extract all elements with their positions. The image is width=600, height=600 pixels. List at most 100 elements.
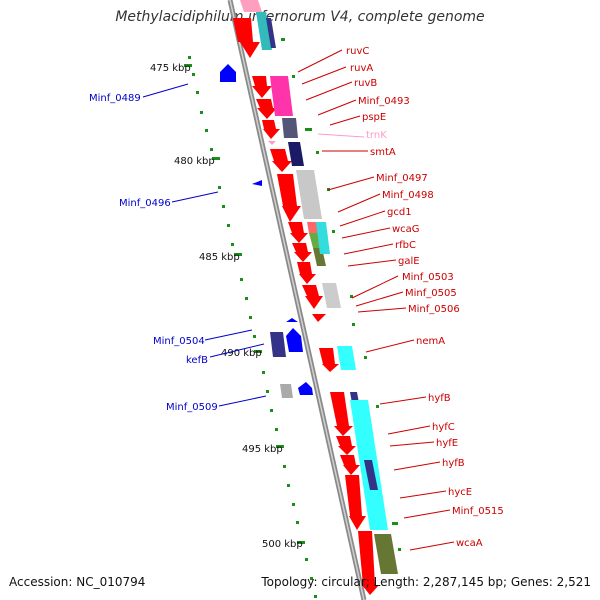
tick-mark — [332, 230, 335, 233]
tick-mark — [292, 75, 295, 78]
gene-block — [307, 222, 318, 233]
reverse-genes — [220, 64, 313, 398]
tick-mark — [314, 595, 317, 598]
tick-label: 490 kbp — [221, 348, 262, 359]
forward-gene-categories — [240, 0, 398, 574]
gene-label: Minf_0489 — [89, 93, 141, 104]
gene-block — [270, 332, 286, 357]
gene-label: nemA — [416, 336, 445, 347]
tick-label: 475 kbp — [150, 63, 191, 74]
gene-label: kefB — [186, 355, 208, 366]
tick-mark — [266, 390, 269, 393]
tick-mark — [316, 151, 319, 154]
gene-arrow — [277, 174, 301, 222]
gene-arrow — [256, 99, 277, 119]
gene-arrow — [262, 120, 280, 139]
map-title: Methylacidiphilum infernorum V4, complet… — [115, 9, 485, 25]
tick-mark — [275, 428, 278, 431]
tick-mark — [227, 224, 230, 227]
gene-block — [240, 0, 262, 12]
tick-label: 500 kbp — [262, 539, 303, 550]
gene-block — [282, 118, 298, 138]
tick-mark — [192, 73, 195, 76]
tick-mark — [310, 577, 313, 580]
tick-mark — [249, 316, 252, 319]
trna-leader-line — [317, 133, 365, 138]
gene-arrow — [286, 318, 298, 322]
tick-mark — [376, 405, 379, 408]
forward-leader-lines — [297, 49, 455, 551]
gene-label: trnK — [366, 130, 387, 141]
forward-genes — [233, 18, 379, 595]
reverse-leader-lines — [142, 83, 267, 407]
gene-block — [280, 384, 293, 398]
gene-label: Minf_0503 — [402, 272, 454, 283]
scale-labels: 475 kbp 480 kbp 485 kbp 490 kbp 495 kbp … — [150, 63, 303, 550]
gene-arrow — [288, 222, 308, 243]
tick-mark — [188, 56, 191, 59]
tick-mark — [398, 548, 401, 551]
gene-label: Minf_0509 — [166, 402, 218, 413]
gene-arrow — [340, 455, 360, 475]
gene-arrow — [330, 392, 353, 436]
gene-arrow — [233, 18, 260, 58]
gene-arrow — [312, 314, 326, 322]
gene-arrow — [286, 328, 303, 352]
gene-arrow — [302, 285, 323, 309]
gene-label: Minf_0497 — [376, 173, 428, 184]
gene-arrow — [252, 180, 262, 186]
forward-gene-labels: ruvC ruvA ruvB Minf_0493 pspE trnK smtA … — [346, 46, 504, 549]
gene-arrow — [319, 348, 339, 372]
gene-label: rfbC — [395, 240, 416, 251]
gene-label: Minf_0515 — [452, 506, 504, 517]
gene-block — [270, 76, 293, 116]
major-tick — [234, 253, 242, 256]
gene-block — [364, 460, 378, 490]
tick-mark — [205, 129, 208, 132]
gene-label: hyfB — [442, 458, 465, 469]
gene-label: hyfE — [436, 438, 458, 449]
gene-label: Minf_0504 — [153, 336, 205, 347]
gene-arrow — [345, 475, 366, 530]
tick-mark — [218, 186, 221, 189]
tick-label: 485 kbp — [199, 252, 240, 263]
gene-arrow — [292, 243, 312, 262]
major-tick — [254, 350, 262, 353]
tick-mark — [296, 521, 299, 524]
trna-arrow — [268, 141, 276, 145]
gene-label: hycE — [448, 487, 472, 498]
tick-mark — [210, 148, 213, 151]
gene-label: wcaG — [392, 224, 420, 235]
tick-mark — [222, 205, 225, 208]
tick-mark — [283, 465, 286, 468]
gene-label: Minf_0498 — [382, 190, 434, 201]
gene-arrow — [358, 531, 379, 595]
gene-label: hyfB — [428, 393, 451, 404]
major-tick — [297, 541, 305, 544]
major-tick — [212, 157, 220, 160]
tick-mark — [305, 128, 312, 131]
tick-mark — [231, 243, 234, 246]
gene-block — [316, 222, 330, 254]
tick-mark — [200, 111, 203, 114]
gene-label: Minf_0493 — [358, 96, 410, 107]
tick-mark — [253, 335, 256, 338]
gene-arrow — [220, 64, 236, 82]
tick-mark — [281, 38, 285, 41]
tick-mark — [364, 356, 367, 359]
gene-label: ruvA — [350, 63, 373, 74]
gene-arrow — [252, 76, 272, 98]
tick-mark — [352, 323, 355, 326]
topology-info: Topology: circular; Length: 2,287,145 bp… — [261, 575, 591, 589]
reverse-gene-labels: Minf_0489 Minf_0496 Minf_0504 kefB Minf_… — [89, 93, 218, 413]
gene-block — [296, 170, 322, 219]
tick-mark — [262, 371, 265, 374]
gene-label: galE — [398, 256, 420, 267]
tick-mark — [240, 278, 243, 281]
gene-label: pspE — [362, 112, 386, 123]
gene-block — [288, 142, 304, 166]
gene-block — [322, 283, 341, 308]
gene-label: gcd1 — [387, 207, 412, 218]
gene-block — [256, 12, 272, 50]
